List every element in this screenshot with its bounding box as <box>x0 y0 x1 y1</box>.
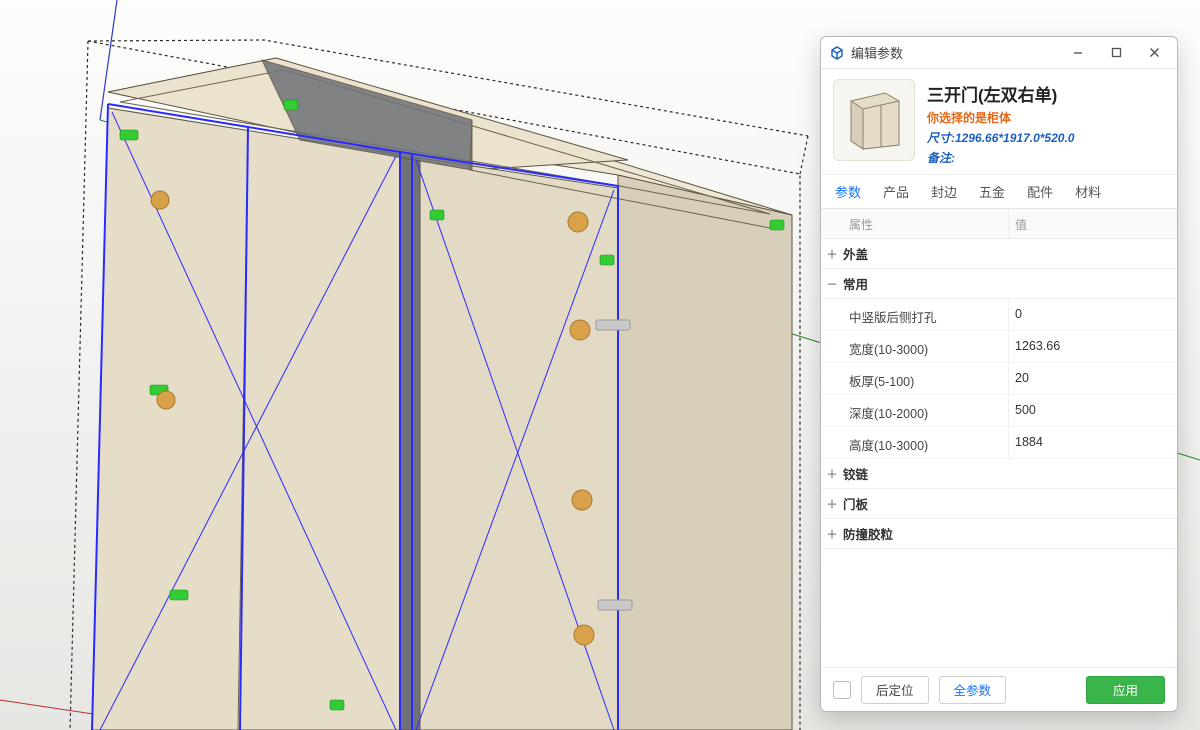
tab-material[interactable]: 材料 <box>1075 174 1101 209</box>
param-row[interactable]: 宽度(10-3000) 1263.66 <box>821 331 1177 363</box>
section-door[interactable]: ＋ 门板 <box>821 489 1177 519</box>
expand-icon: ＋ <box>821 466 843 482</box>
section-label: 门板 <box>843 494 868 513</box>
tab-hardware[interactable]: 五金 <box>979 174 1005 209</box>
param-value[interactable]: 1263.66 <box>1009 331 1177 362</box>
footer-checkbox[interactable] <box>833 681 851 699</box>
param-attr: 中竖版后侧打孔 <box>843 299 1009 330</box>
dimensions-line: 尺寸:1296.66*1917.0*520.0 <box>927 129 1165 146</box>
param-tree[interactable]: ＋ 外盖 － 常用 中竖版后侧打孔 0 宽度(10-3000) 1263.66 … <box>821 239 1177 667</box>
back-locate-button[interactable]: 后定位 <box>861 676 929 704</box>
remark-label: 备注: <box>927 149 1165 166</box>
app-icon <box>829 45 845 61</box>
tab-accessory[interactable]: 配件 <box>1027 174 1053 209</box>
close-button[interactable] <box>1135 39 1173 67</box>
all-params-button[interactable]: 全参数 <box>939 676 1007 704</box>
thumbnail <box>833 79 915 161</box>
param-row[interactable]: 深度(10-2000) 500 <box>821 395 1177 427</box>
dimensions-value: 1296.66*1917.0*520.0 <box>955 131 1074 145</box>
param-row[interactable]: 中竖版后侧打孔 0 <box>821 299 1177 331</box>
section-label: 防撞胶粒 <box>843 524 893 543</box>
tab-edging[interactable]: 封边 <box>931 174 957 209</box>
apply-button[interactable]: 应用 <box>1086 676 1165 704</box>
minimize-button[interactable] <box>1059 39 1097 67</box>
section-common[interactable]: － 常用 <box>821 269 1177 299</box>
expand-icon: ＋ <box>821 496 843 512</box>
section-label: 常用 <box>843 274 868 293</box>
collapse-icon: － <box>821 276 843 292</box>
grid-header-value: 值 <box>1009 209 1177 238</box>
expand-icon: ＋ <box>821 246 843 262</box>
section-hinge[interactable]: ＋ 铰链 <box>821 459 1177 489</box>
param-attr: 深度(10-2000) <box>843 395 1009 426</box>
expand-icon: ＋ <box>821 526 843 542</box>
param-value[interactable]: 20 <box>1009 363 1177 394</box>
maximize-button[interactable] <box>1097 39 1135 67</box>
section-label: 外盖 <box>843 244 868 263</box>
properties-panel: 编辑参数 三开门(左双右单) 你选择的是柜体 尺寸:1296.66*1917.0… <box>820 36 1178 712</box>
section-outer-cover[interactable]: ＋ 外盖 <box>821 239 1177 269</box>
tab-product[interactable]: 产品 <box>883 174 909 209</box>
panel-title: 编辑参数 <box>851 43 1059 62</box>
param-attr: 宽度(10-3000) <box>843 331 1009 362</box>
param-row[interactable]: 高度(10-3000) 1884 <box>821 427 1177 459</box>
selection-type-note: 你选择的是柜体 <box>927 109 1165 126</box>
tab-bar: 参数 产品 封边 五金 配件 材料 <box>821 175 1177 209</box>
object-header: 三开门(左双右单) 你选择的是柜体 尺寸:1296.66*1917.0*520.… <box>821 69 1177 175</box>
param-value[interactable]: 1884 <box>1009 427 1177 458</box>
grid-header-attr: 属性 <box>843 209 1009 238</box>
param-row[interactable]: 板厚(5-100) 20 <box>821 363 1177 395</box>
param-value[interactable]: 0 <box>1009 299 1177 330</box>
panel-titlebar[interactable]: 编辑参数 <box>821 37 1177 69</box>
tab-params[interactable]: 参数 <box>835 174 861 211</box>
dimensions-label: 尺寸: <box>927 131 955 145</box>
grid-header: 属性 值 <box>821 209 1177 239</box>
param-value[interactable]: 500 <box>1009 395 1177 426</box>
panel-footer: 后定位 全参数 应用 <box>821 667 1177 711</box>
object-name: 三开门(左双右单) <box>927 81 1165 106</box>
section-label: 铰链 <box>843 464 868 483</box>
param-attr: 高度(10-3000) <box>843 427 1009 458</box>
section-bumper[interactable]: ＋ 防撞胶粒 <box>821 519 1177 549</box>
param-attr: 板厚(5-100) <box>843 363 1009 394</box>
